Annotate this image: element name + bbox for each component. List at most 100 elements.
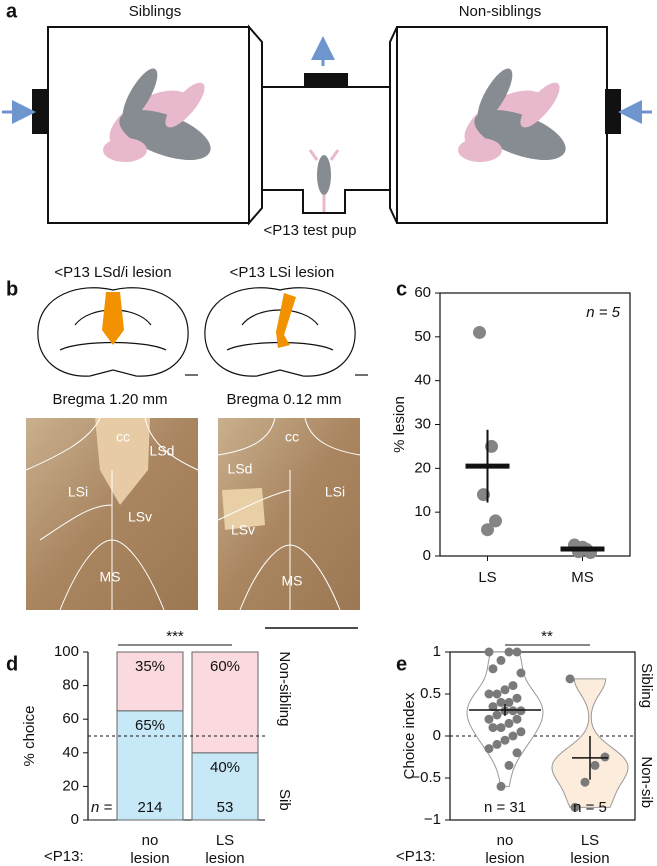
lesion-title: <P13 LSd/i lesion [54, 264, 171, 281]
y-tick-label: 40 [414, 372, 431, 389]
x-tick-label: no lesion [485, 832, 525, 866]
y-tick-label: 20 [62, 777, 79, 794]
panel-label: b [6, 278, 18, 300]
data-point [504, 647, 514, 657]
panel-label: c [396, 278, 407, 300]
test-pup-label: <P13 test pup [264, 222, 357, 239]
histology-photos [25, 417, 361, 629]
value-label: 60% [210, 658, 240, 675]
x-tick-label: MS [571, 569, 594, 586]
n-label: n = 5 [573, 799, 607, 816]
data-point [492, 689, 502, 699]
data-point [508, 731, 518, 741]
data-point [484, 689, 494, 699]
chamber-label: Non-siblings [459, 3, 542, 20]
panel-label: e [396, 653, 407, 675]
data-point [473, 325, 486, 339]
group-label: <P13: [44, 848, 84, 865]
y-tick-label: 100 [54, 643, 79, 660]
x-tick-label: LS [478, 569, 496, 586]
data-point [516, 668, 526, 678]
region-label: LSi [325, 484, 345, 500]
y-tick-label: 60 [414, 284, 431, 301]
side-label: Sibling [638, 663, 655, 708]
y-axis-label: % lesion [391, 396, 408, 453]
bregma-label: Bregma 0.12 mm [226, 391, 341, 408]
group-label: <P13: [396, 848, 436, 865]
region-label: LSd [228, 461, 253, 477]
data-point [496, 781, 506, 791]
region-label: LSv [231, 522, 255, 538]
data-point [512, 647, 522, 657]
data-point [580, 777, 590, 787]
data-point [512, 748, 522, 758]
data-point [590, 760, 600, 770]
non-sibling-pups [458, 68, 566, 162]
panel-label: a [6, 0, 18, 22]
y-tick-label: −0.5 [411, 769, 441, 786]
data-point [512, 693, 522, 703]
x-tick-label: no lesion [130, 832, 170, 866]
y-tick-label: 1 [433, 643, 441, 660]
chamber-label: Siblings [129, 3, 182, 20]
data-point [484, 647, 494, 657]
n-count: 214 [137, 799, 162, 816]
data-point [512, 714, 522, 724]
series-label: Non-sibling [276, 651, 293, 726]
data-point [492, 710, 502, 720]
y-tick-label: 80 [62, 677, 79, 694]
y-tick-label: 20 [414, 459, 431, 476]
data-point [496, 655, 506, 665]
plot-frame [439, 292, 631, 557]
value-label: 65% [135, 717, 165, 734]
y-tick-label: 0.5 [420, 685, 441, 702]
bar-segment [191, 752, 259, 821]
atlas [37, 287, 368, 377]
n-label: n = 31 [484, 799, 526, 816]
value-label: 40% [210, 759, 240, 776]
bar-segment [116, 710, 184, 821]
lesion-title: <P13 LSi lesion [230, 264, 335, 281]
n-label: n = [91, 799, 113, 816]
data-point [488, 664, 498, 674]
data-point [516, 706, 526, 716]
x-tick-label: LS lesion [570, 832, 610, 866]
data-point [484, 744, 494, 754]
bregma-label: Bregma 1.20 mm [52, 391, 167, 408]
region-label: cc [285, 429, 299, 445]
data-point [500, 685, 510, 695]
data-point [570, 802, 580, 812]
data-point [508, 681, 518, 691]
region-label: MS [282, 573, 303, 589]
data-point [504, 718, 514, 728]
region-label: LSd [150, 443, 175, 459]
data-point [488, 702, 498, 712]
region-label: MS [100, 569, 121, 585]
n-count: 53 [217, 799, 234, 816]
significance: *** [166, 628, 184, 645]
data-point [489, 514, 502, 528]
y-tick-label: −1 [424, 811, 441, 828]
data-point [504, 760, 514, 770]
annotation: n = 5 [586, 304, 620, 321]
significance: ** [541, 628, 553, 645]
y-tick-label: 40 [62, 744, 79, 761]
region-label: LSv [128, 509, 152, 525]
data-point [484, 714, 494, 724]
y-tick-label: 50 [414, 328, 431, 345]
data-point [508, 706, 518, 716]
y-axis-label: % choice [21, 706, 38, 767]
data-point [565, 674, 575, 684]
data-point [496, 697, 506, 707]
sibling-pups [103, 68, 211, 162]
data-point [496, 723, 506, 733]
y-tick-label: 0 [433, 727, 441, 744]
y-tick-label: 30 [414, 415, 431, 432]
y-tick-label: 0 [71, 811, 79, 828]
data-point [488, 723, 498, 733]
series-label: Sib [276, 789, 293, 811]
x-tick-label: LS lesion [205, 832, 245, 866]
data-point [492, 739, 502, 749]
